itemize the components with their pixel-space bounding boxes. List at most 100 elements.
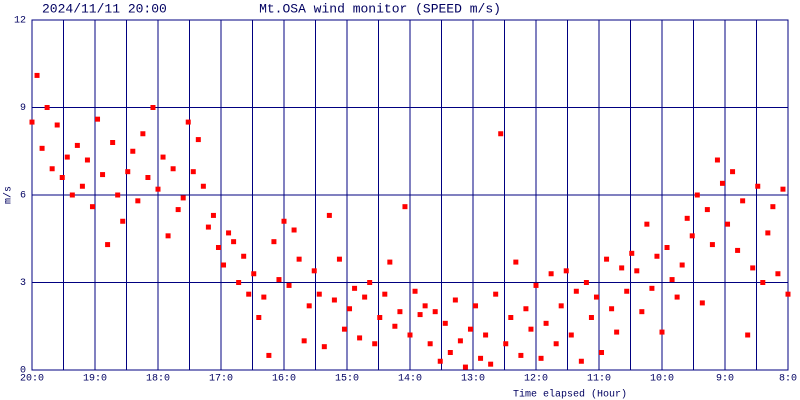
data-point (261, 294, 267, 300)
data-point (659, 329, 665, 335)
x-tick-label: 9:0 (716, 374, 734, 385)
data-point (226, 230, 232, 236)
data-point (432, 309, 438, 315)
data-point (311, 268, 317, 274)
data-point (185, 119, 191, 125)
data-point (195, 137, 201, 143)
data-point (170, 166, 176, 172)
data-point (236, 280, 242, 285)
data-point (508, 315, 514, 320)
data-point (583, 280, 589, 285)
data-point (105, 242, 111, 248)
data-point (614, 329, 620, 335)
data-point (291, 227, 297, 233)
data-point (276, 277, 282, 283)
data-point (382, 291, 388, 297)
data-point (558, 303, 564, 309)
data-point (483, 332, 489, 338)
data-point (150, 105, 156, 110)
data-point (54, 122, 60, 128)
data-point (462, 364, 468, 370)
y-tick-label: 12 (14, 16, 26, 27)
data-point (367, 280, 373, 285)
x-tick-label: 10:0 (650, 374, 674, 385)
data-point (629, 250, 635, 256)
data-point (457, 338, 463, 344)
data-point (689, 233, 695, 239)
data-point (377, 315, 383, 320)
data-point (543, 320, 549, 326)
data-point (372, 341, 378, 347)
data-point (478, 355, 484, 361)
data-point (528, 326, 534, 332)
data-point (402, 204, 408, 210)
x-tick-label: 17:0 (209, 374, 233, 385)
data-point (593, 294, 599, 300)
data-point (49, 166, 55, 172)
data-point (175, 207, 181, 213)
data-point (59, 175, 65, 180)
data-point (89, 204, 95, 210)
data-point (644, 221, 650, 227)
data-point (296, 256, 302, 262)
y-tick-label: 9 (20, 103, 26, 114)
data-point (467, 326, 473, 332)
data-point (39, 145, 45, 151)
data-point (165, 233, 171, 239)
data-point (740, 198, 746, 204)
data-point (563, 268, 569, 274)
data-point (553, 341, 559, 347)
data-point (190, 169, 196, 175)
data-point (780, 186, 786, 192)
data-point (120, 218, 126, 224)
data-point (750, 265, 756, 271)
data-point (719, 180, 725, 186)
data-point (110, 140, 116, 145)
data-point (735, 247, 741, 253)
data-point (29, 119, 35, 125)
data-point (755, 183, 761, 189)
data-point (624, 288, 630, 294)
data-point (130, 148, 136, 154)
data-point (155, 186, 161, 192)
data-point (246, 291, 252, 297)
data-point (341, 326, 347, 332)
data-point (513, 259, 519, 265)
data-point (387, 259, 393, 265)
data-point (573, 288, 579, 294)
x-axis-label: Time elapsed (Hour) (513, 389, 627, 400)
data-point (488, 361, 494, 367)
data-point (709, 242, 715, 248)
data-point (281, 218, 287, 224)
data-point (125, 169, 131, 175)
data-point (135, 198, 141, 204)
data-point (306, 303, 312, 309)
data-point (442, 320, 448, 326)
data-point (69, 192, 75, 198)
data-point (251, 271, 257, 277)
data-point (760, 280, 766, 285)
data-point (578, 358, 584, 364)
data-point (538, 355, 544, 361)
data-point (523, 306, 529, 312)
data-point (64, 154, 70, 160)
data-point (775, 271, 781, 277)
data-point (271, 239, 277, 245)
y-tick-label: 0 (20, 366, 26, 377)
data-point (503, 341, 509, 347)
data-point (215, 245, 221, 250)
data-point (362, 294, 368, 300)
data-point (588, 315, 594, 320)
data-point (427, 341, 433, 347)
data-point (684, 215, 690, 221)
x-tick-label: 15:0 (335, 374, 359, 385)
x-tick-label: 18:0 (146, 374, 170, 385)
data-point (679, 262, 685, 268)
data-point (699, 300, 705, 306)
data-point (34, 72, 40, 78)
data-point (639, 309, 645, 315)
x-tick-label: 19:0 (83, 374, 107, 385)
data-point (352, 285, 358, 291)
data-point (447, 350, 453, 355)
